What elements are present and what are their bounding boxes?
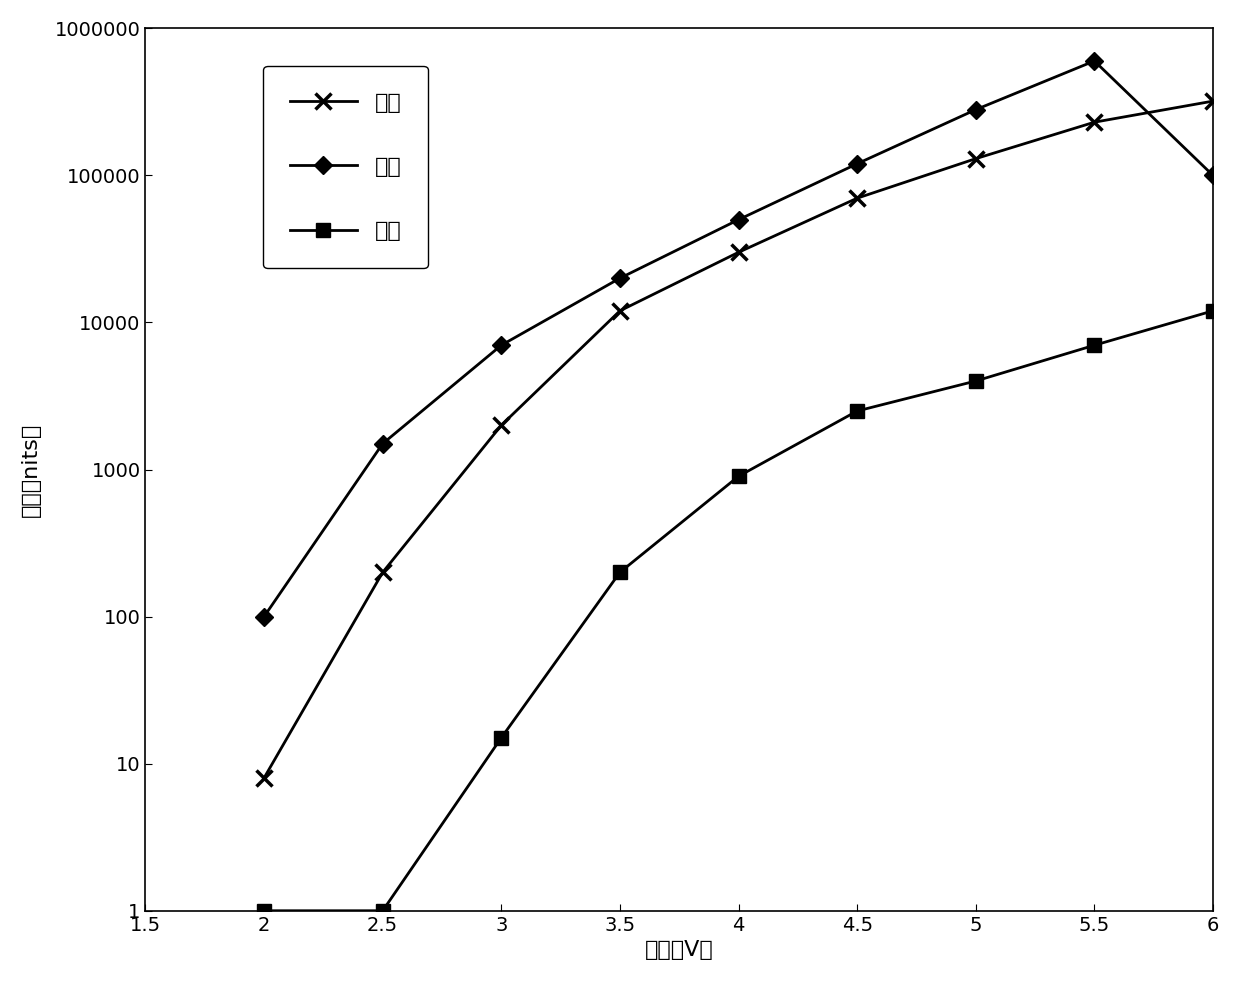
蓝色 <box>732 470 746 482</box>
红色 <box>257 772 272 784</box>
红色 <box>613 305 627 317</box>
绿色 <box>1087 55 1102 67</box>
蓝色 <box>849 405 864 417</box>
蓝色 <box>376 904 391 916</box>
绿色 <box>613 273 627 284</box>
X-axis label: 电压（V）: 电压（V） <box>645 940 713 960</box>
红色 <box>376 566 391 578</box>
Line: 蓝色: 蓝色 <box>257 304 1220 917</box>
Line: 绿色: 绿色 <box>258 55 1219 623</box>
绿色 <box>968 104 983 116</box>
Y-axis label: 亮度（nits）: 亮度（nits） <box>21 423 41 517</box>
红色 <box>968 153 983 165</box>
红色 <box>1205 95 1220 107</box>
蓝色 <box>257 904 272 916</box>
绿色 <box>1205 170 1220 181</box>
Legend: 红色, 绿色, 蓝色: 红色, 绿色, 蓝色 <box>263 66 428 268</box>
红色 <box>1087 117 1102 129</box>
绿色 <box>376 438 391 449</box>
蓝色 <box>1205 305 1220 317</box>
绿色 <box>732 214 746 226</box>
绿色 <box>849 158 864 170</box>
红色 <box>849 192 864 204</box>
绿色 <box>494 339 508 351</box>
蓝色 <box>1087 339 1102 351</box>
红色 <box>732 246 746 258</box>
绿色 <box>257 611 272 623</box>
蓝色 <box>494 732 508 744</box>
红色 <box>494 420 508 432</box>
Line: 红色: 红色 <box>257 93 1220 786</box>
蓝色 <box>968 375 983 387</box>
蓝色 <box>613 566 627 578</box>
